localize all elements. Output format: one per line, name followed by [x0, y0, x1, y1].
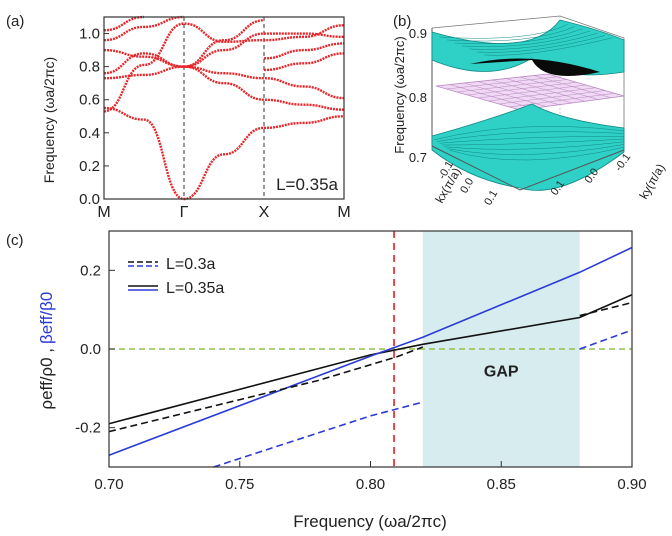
a-xtick-label-2: X: [259, 204, 270, 221]
legend-label-0.3a: L=0.3a: [166, 256, 215, 273]
a-band-1: [103, 106, 345, 201]
c-series-rho-solid-0: [108, 293, 633, 425]
b-mesh-mid-b6: [498, 90, 606, 105]
a-ytick-label-4: 0.8: [79, 59, 100, 76]
b-mesh-upper-4: [461, 30, 591, 47]
panel-label-c: (c): [6, 232, 24, 249]
a-band-6: [103, 15, 185, 42]
a-band-7: [183, 19, 265, 68]
b-ky-label: ky(π/a): [636, 161, 667, 201]
a-xtick-label-0: M: [97, 204, 110, 221]
b-mesh-mid-a7: [533, 75, 612, 98]
a-band-2: [103, 65, 345, 111]
b-mesh-lower-2: [436, 131, 625, 142]
b-kx-tick-3: 0.1: [482, 188, 500, 207]
c-ytick-label-0: -0.2: [75, 420, 101, 437]
a-xtick-label-1: Γ: [180, 204, 189, 221]
b-mesh-upper-1: [439, 24, 568, 39]
a-xtick-label-3: M: [337, 204, 350, 221]
panel-a-band-structure: Frequency (ωa/2πc) 0.0 0.2 0.4 0.6 0.8 1.0 M Γ…: [41, 15, 351, 221]
upper-surface-shadow: [470, 58, 600, 76]
b-mesh-mid-b5: [488, 87, 596, 102]
panel-a-ylabel: Frequency (ωa/2πc): [41, 57, 57, 183]
c-xtick-label-4: 0.90: [617, 476, 646, 493]
panel-c-ylabel-rho: ρeff/ρ0 ,: [37, 348, 56, 410]
panel-a-annotation: L=0.35a: [276, 175, 338, 194]
a-band-8: [263, 52, 345, 72]
a-ytick-label-0: 0.0: [79, 191, 100, 208]
b-mesh-lower-6: [446, 144, 625, 155]
box-edge-top: [431, 15, 625, 150]
b-mesh-lower-4: [441, 138, 625, 146]
c-series-beta-dashed-4: [213, 401, 424, 468]
b-ztick-0.9: 0.9: [409, 26, 427, 41]
panel-label-a: (a): [6, 13, 24, 30]
b-mesh-mid-a6: [519, 76, 599, 100]
c-series-rho-dashed-3: [579, 301, 633, 317]
b-mesh-lower-3: [439, 136, 625, 144]
b-mesh-upper-6: [476, 35, 606, 53]
b-mesh-upper-5: [469, 33, 598, 50]
panel-b-ylabel: Frequency (ωa/2πc): [392, 36, 407, 153]
b-mesh-mid-b4: [477, 84, 587, 99]
a-band-0: [103, 22, 345, 113]
c-series-rho-dashed-2: [108, 346, 424, 433]
c-xtick-label-1: 0.75: [225, 476, 254, 493]
a-ytick-label-1: 0.2: [79, 158, 100, 175]
a-band-9: [263, 42, 345, 60]
b-kx-tick-2: 0.0: [458, 176, 476, 195]
b-ztick-0.8: 0.8: [409, 90, 427, 105]
panel-label-b: (b): [393, 13, 411, 30]
a-band-5: [103, 15, 145, 32]
a-band-3: [103, 52, 345, 100]
b-mesh-upper-7: [484, 37, 613, 56]
a-band-4: [103, 32, 345, 68]
b-mesh-upper-2: [446, 26, 576, 42]
panel-c-xlabel: Frequency (ωa/2πc): [293, 512, 447, 531]
gap-label: GAP: [484, 364, 519, 381]
b-mesh-mid-a5: [505, 78, 586, 102]
panel-c-frame: [108, 230, 633, 468]
a-ytick-label-2: 0.4: [79, 125, 100, 142]
legend-label-0.35a: L=0.35a: [166, 280, 224, 297]
b-mesh-mid-b7: [509, 93, 615, 108]
panel-b-surface-plot: 0.9 0.8 0.7 Frequency (ωa/2πc) -0.1 0.0 …: [392, 15, 668, 208]
c-xtick-label-3: 0.85: [487, 476, 516, 493]
panel-a-frame: [103, 16, 345, 200]
box-edge-bottom: [431, 145, 625, 191]
b-ztick-0.7: 0.7: [409, 150, 427, 165]
c-ytick-label-1: 0.0: [80, 341, 101, 358]
b-mesh-lower-5: [444, 141, 625, 150]
panel-c-effective-parameters: GAP -0.2 0.0 0.2 0.70 0.75 0.80 0.85 0.90 L=0.…: [37, 230, 647, 531]
c-ytick-label-2: 0.2: [80, 262, 101, 279]
b-mesh-lower-7: [449, 147, 625, 161]
b-kx-label: kx(π/a): [432, 165, 463, 205]
c-series-beta-dashed-5: [579, 329, 633, 350]
b-mesh-lower-1: [434, 126, 625, 140]
c-xtick-label-0: 0.70: [94, 476, 123, 493]
a-ytick-label-5: 1.0: [79, 26, 100, 43]
c-xtick-label-2: 0.80: [356, 476, 385, 493]
b-mesh-upper-3: [454, 28, 583, 45]
panel-c-ylabel-beta: βeff/β0: [37, 292, 56, 344]
a-ytick-label-3: 0.6: [79, 92, 100, 109]
